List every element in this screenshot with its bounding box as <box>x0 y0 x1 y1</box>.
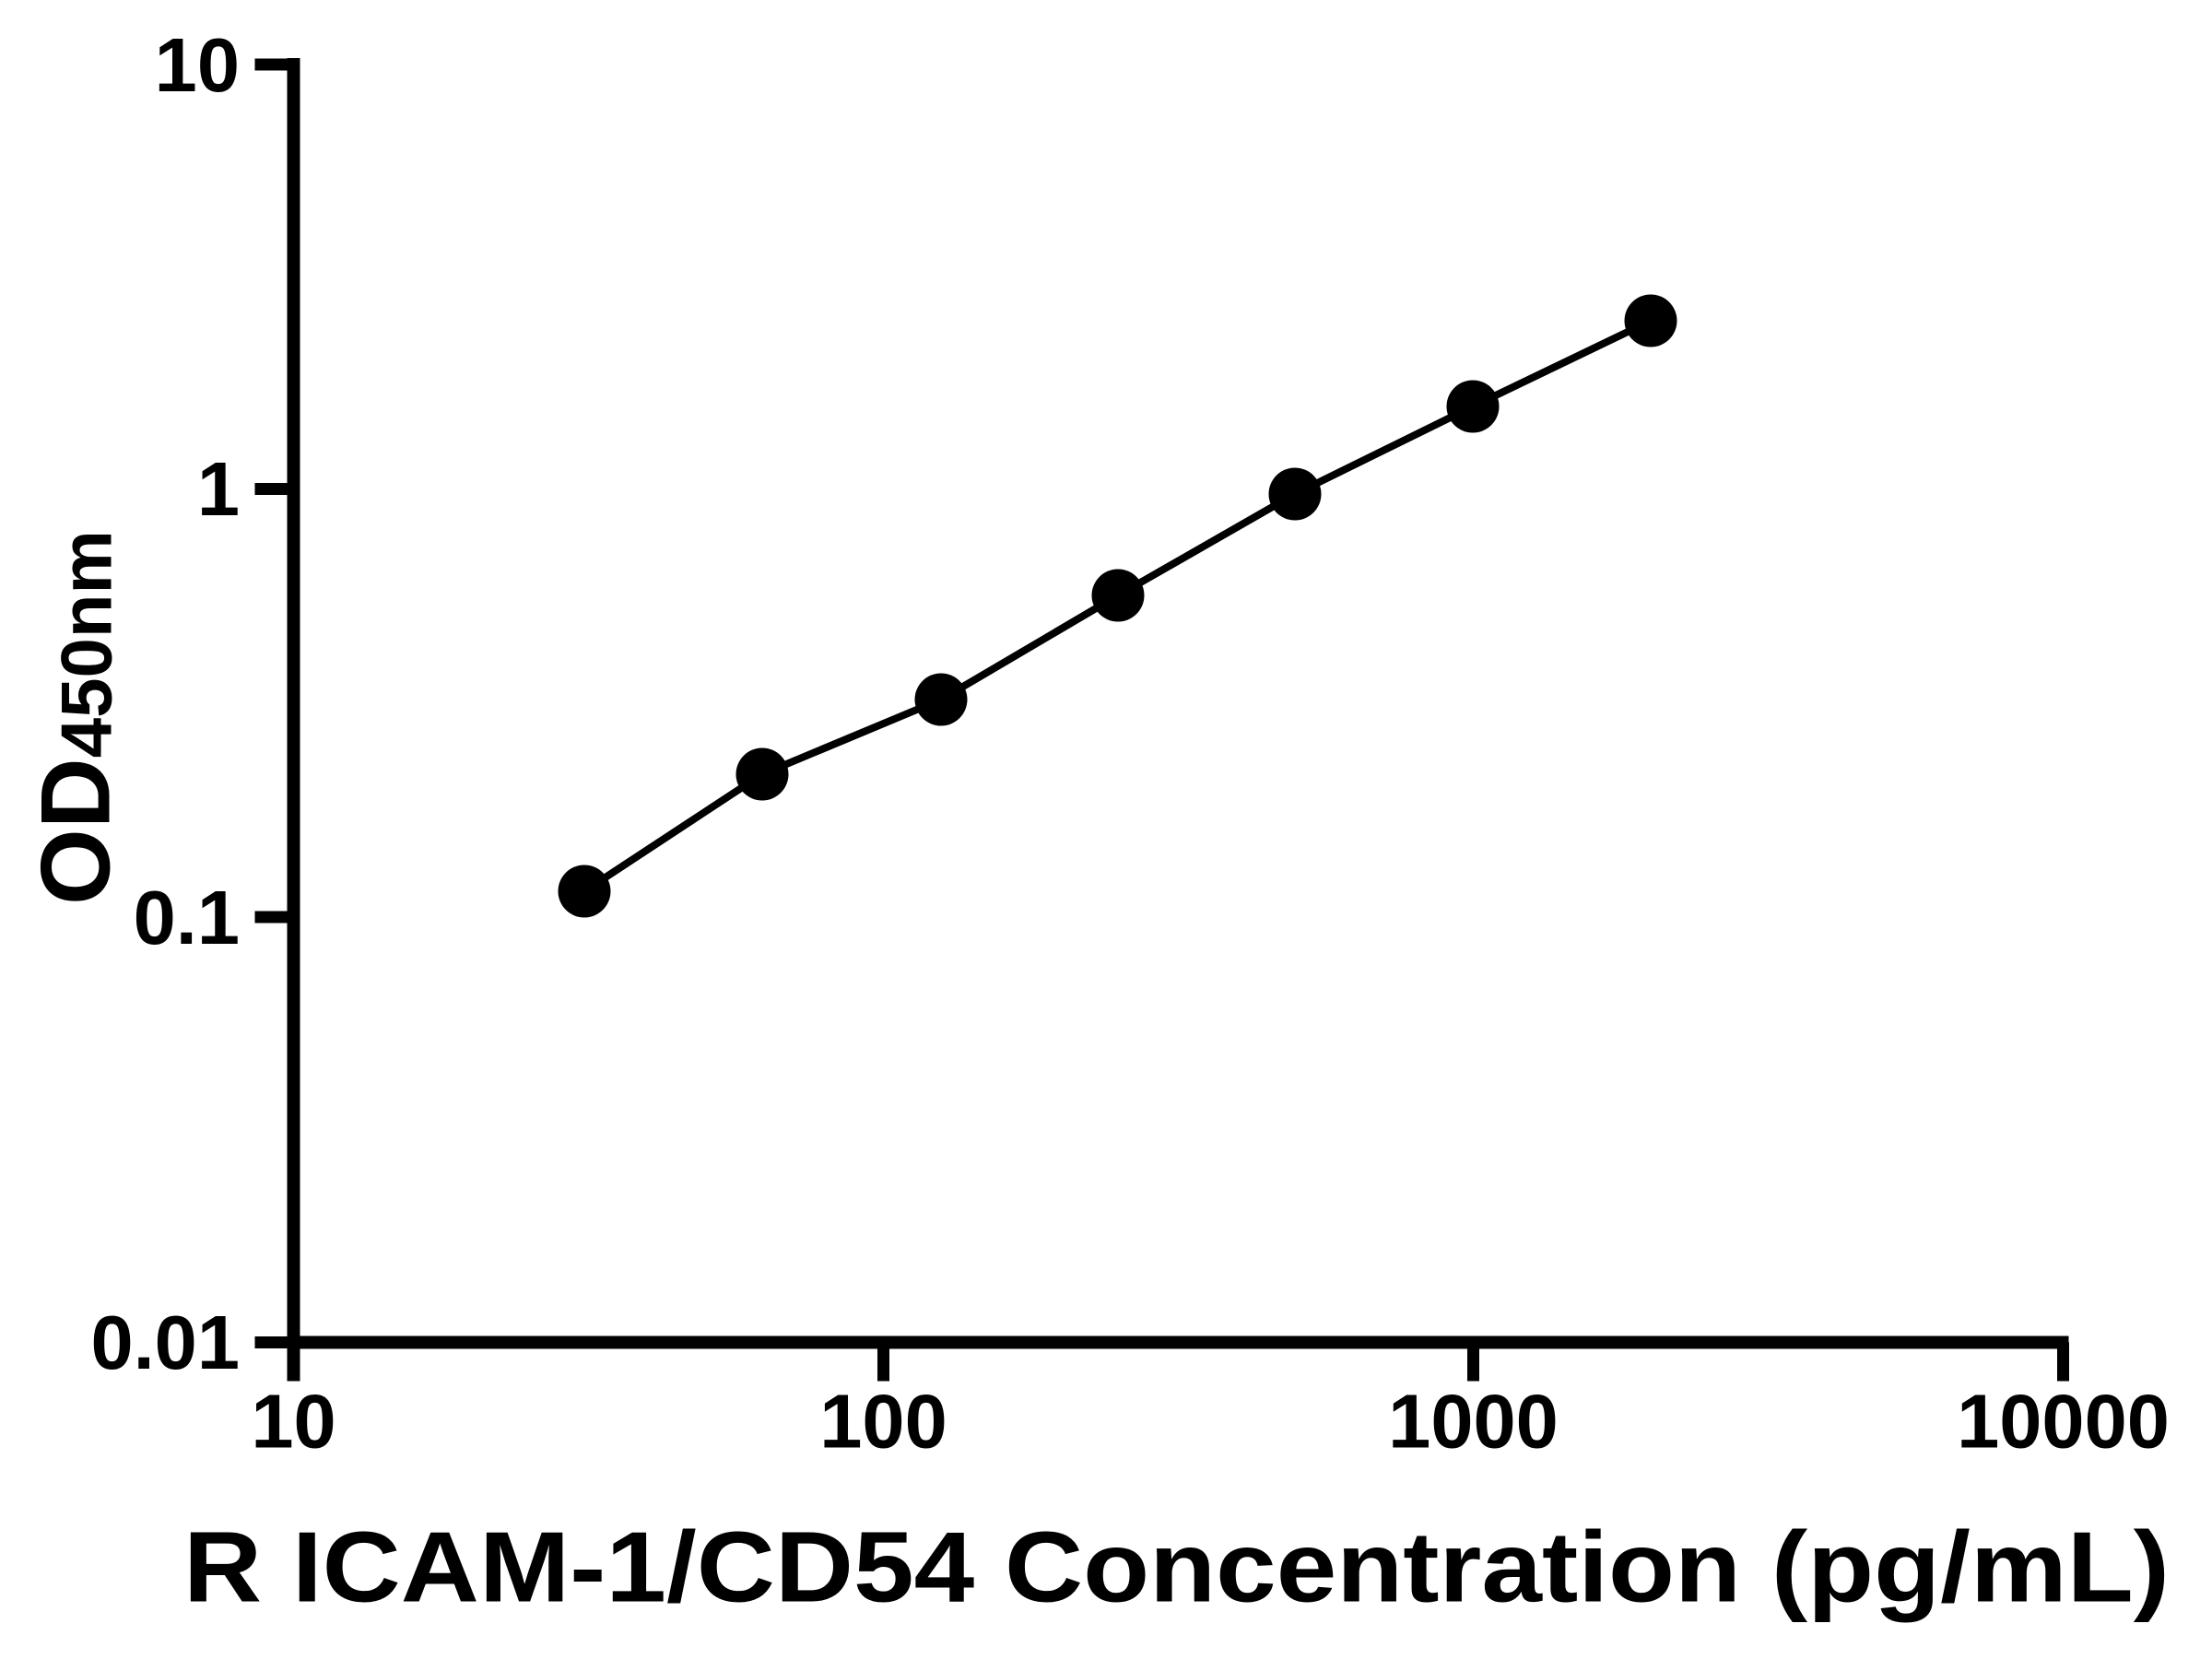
svg-text:0.01: 0.01 <box>90 1300 240 1385</box>
svg-text:10000: 10000 <box>1957 1379 2170 1465</box>
svg-text:OD450nm: OD450nm <box>21 530 131 905</box>
svg-text:100: 100 <box>819 1379 947 1465</box>
svg-text:1: 1 <box>197 446 240 532</box>
svg-text:10: 10 <box>155 22 240 108</box>
svg-text:R ICAM-1/CD54 Concentration (p: R ICAM-1/CD54 Concentration (pg/mL) <box>183 1512 2170 1624</box>
svg-text:10: 10 <box>251 1379 335 1465</box>
svg-text:0.1: 0.1 <box>134 875 240 960</box>
svg-text:1000: 1000 <box>1388 1379 1559 1465</box>
